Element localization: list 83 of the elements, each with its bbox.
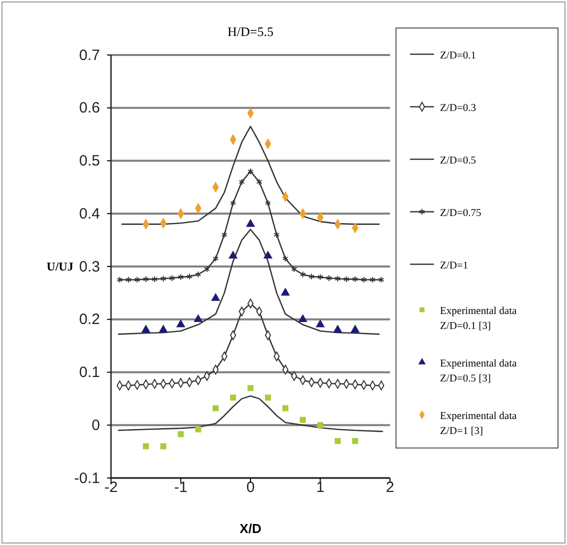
point [282, 255, 288, 262]
point [246, 218, 256, 227]
point [160, 443, 166, 450]
point [195, 426, 202, 432]
point [333, 324, 342, 333]
y-tick-label: 0.5 [79, 152, 100, 170]
point [264, 200, 271, 206]
point [317, 274, 324, 280]
y-tick-label: 0.3 [79, 258, 100, 276]
legend-label: Experimental data Z/D=0.1 [3] [440, 306, 518, 332]
point [228, 250, 238, 259]
point [142, 443, 149, 450]
point [221, 231, 228, 238]
legend-label: Experimental data Z/D=0.5 [3] [440, 358, 518, 384]
point [194, 314, 203, 322]
point [169, 274, 175, 282]
point [316, 319, 325, 328]
point [248, 168, 254, 175]
point [141, 324, 150, 333]
point [360, 276, 367, 284]
point [370, 276, 376, 284]
legend-label: Experimental data Z/D=1 [3] [440, 410, 518, 437]
y-tick-label: 0.7 [79, 46, 100, 64]
point [125, 276, 132, 284]
point [263, 250, 272, 259]
point [160, 275, 166, 282]
point [247, 298, 254, 308]
point [352, 438, 358, 444]
y-axis-title: U/UJ [46, 260, 74, 274]
point [326, 274, 332, 282]
point [134, 276, 140, 284]
x-tick-label: -1 [174, 479, 188, 496]
point [212, 405, 219, 412]
legend-label: Z/D=0.1 [440, 50, 476, 62]
y-tick-label: 0.2 [79, 311, 100, 328]
legend-label: Z/D=0.3 [440, 102, 476, 114]
point [256, 178, 262, 186]
point [343, 276, 350, 283]
point [211, 292, 220, 301]
point [248, 385, 254, 392]
x-tick-label: -2 [104, 479, 118, 496]
y-tick-label: 0 [92, 416, 100, 434]
x-axis-title: X/D [240, 521, 262, 536]
point [308, 273, 314, 280]
point [238, 178, 245, 186]
point [230, 200, 236, 206]
point [300, 416, 306, 423]
point [152, 276, 158, 283]
y-tick-label: 0.1 [79, 364, 100, 382]
x-tick-label: 1 [316, 479, 324, 496]
point [334, 275, 341, 282]
legend-label: Z/D=0.75 [440, 208, 482, 219]
point [178, 274, 184, 280]
point [280, 288, 290, 296]
point [274, 231, 280, 238]
legend-label: Z/D=0.5 [440, 155, 476, 166]
point [300, 271, 306, 278]
point [204, 266, 210, 272]
y-tick-label: 0.6 [79, 100, 100, 117]
point [142, 276, 149, 283]
x-tick-label: 0 [246, 479, 255, 496]
point [186, 273, 192, 280]
point [298, 314, 308, 322]
point [350, 324, 360, 333]
point [264, 394, 271, 401]
point [158, 324, 168, 333]
y-tick-label: 0.4 [79, 205, 100, 222]
x-tick-label: 2 [386, 479, 394, 496]
chart-title: H/D=5.5 [228, 24, 274, 39]
point [212, 255, 219, 262]
legend-label: Z/D=1 [440, 260, 468, 272]
line-series [117, 395, 384, 432]
point [176, 319, 186, 328]
point [230, 394, 236, 401]
line-series [117, 228, 380, 335]
point [317, 422, 324, 428]
point [195, 271, 202, 278]
point [178, 431, 184, 438]
point [352, 276, 358, 283]
point [291, 266, 298, 272]
y-tick-label: -0.1 [74, 470, 100, 487]
point [282, 405, 288, 412]
point [334, 438, 341, 444]
